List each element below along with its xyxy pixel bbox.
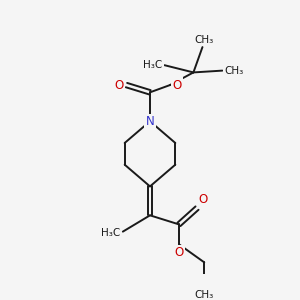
Text: CH₃: CH₃ (224, 66, 243, 76)
Text: O: O (199, 193, 208, 206)
Text: CH₃: CH₃ (195, 35, 214, 45)
Text: CH₃: CH₃ (195, 290, 214, 299)
Text: O: O (174, 246, 184, 259)
Text: H₃C: H₃C (143, 60, 163, 70)
Text: H₃C: H₃C (101, 228, 120, 239)
Text: N: N (146, 115, 154, 128)
Text: O: O (172, 79, 182, 92)
Text: O: O (115, 79, 124, 92)
